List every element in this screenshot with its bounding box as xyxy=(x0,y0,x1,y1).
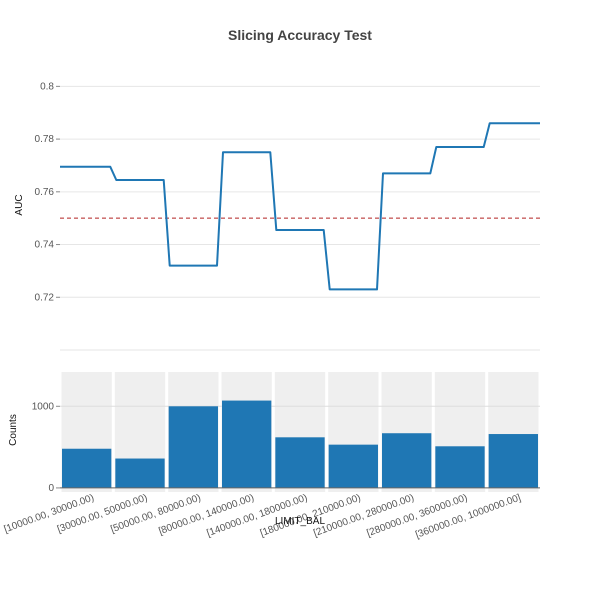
category-tick-label: [50000.00, 80000.00) xyxy=(109,492,202,535)
counts-axis-label: Counts xyxy=(8,414,19,446)
count-bar xyxy=(115,458,165,488)
counts-bar-panel: 0 1000 [10000.00, 30000.00)[30000.00, 5000… xyxy=(3,372,540,541)
counts-tick-label: 1000 xyxy=(32,401,55,412)
counts-tick-label: 0 xyxy=(48,483,54,494)
count-bar xyxy=(435,446,485,488)
count-bar xyxy=(488,434,538,488)
auc-axis-label: AUC xyxy=(14,194,25,215)
auc-step-line xyxy=(60,122,540,291)
count-bar xyxy=(328,444,378,488)
auc-tick-label: 0.76 xyxy=(35,187,55,198)
category-tick-label: [30000.00, 50000.00) xyxy=(56,492,149,535)
x-axis-label: LIMIT_BAL xyxy=(275,516,325,527)
auc-tick-label: 0.78 xyxy=(35,134,55,145)
auc-line-panel: 0.72 0.74 0.76 0.78 0.8 xyxy=(35,81,540,351)
auc-tick-label: 0.74 xyxy=(35,240,55,251)
count-bar xyxy=(275,437,325,488)
count-bar xyxy=(382,433,432,488)
count-bar xyxy=(168,406,218,488)
category-tick-label: [10000.00, 30000.00) xyxy=(3,492,96,535)
chart-title: Slicing Accuracy Test xyxy=(228,27,372,43)
count-bar xyxy=(222,400,272,488)
auc-tick-label: 0.72 xyxy=(35,292,55,303)
auc-tick-label: 0.8 xyxy=(40,81,54,92)
count-bar xyxy=(62,448,112,488)
